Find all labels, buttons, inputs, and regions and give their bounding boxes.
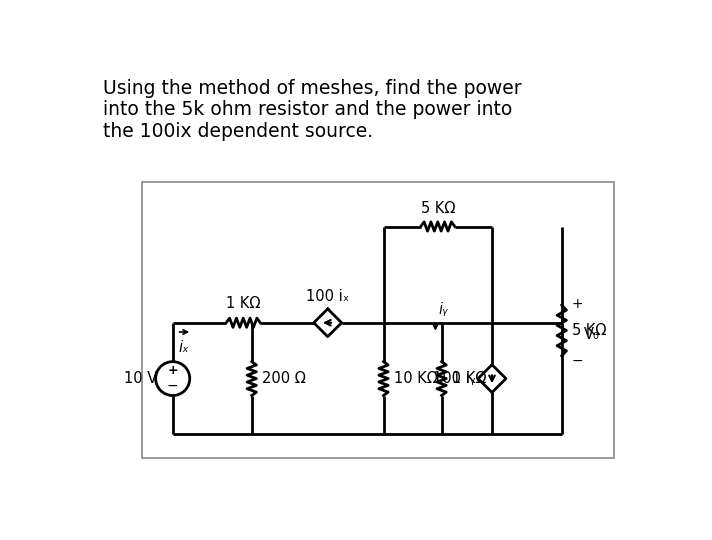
Text: Using the method of meshes, find the power: Using the method of meshes, find the pow…	[103, 79, 522, 98]
Text: iₓ: iₓ	[178, 340, 189, 355]
Text: 5 KΩ: 5 KΩ	[572, 323, 606, 338]
Text: −: −	[572, 354, 583, 368]
Text: −: −	[167, 379, 179, 393]
Text: 200 Ω: 200 Ω	[262, 371, 305, 386]
Text: 1 KΩ: 1 KΩ	[451, 371, 486, 386]
Text: into the 5k ohm resistor and the power into: into the 5k ohm resistor and the power i…	[103, 100, 512, 119]
Text: 10 KΩ: 10 KΩ	[394, 371, 437, 386]
Text: 10 V: 10 V	[124, 371, 157, 386]
Text: +: +	[572, 296, 583, 310]
Text: +: +	[167, 364, 178, 377]
Text: 100 iᵧ: 100 iᵧ	[433, 371, 475, 386]
FancyBboxPatch shape	[142, 182, 614, 457]
Text: the 100ix dependent source.: the 100ix dependent source.	[103, 122, 373, 141]
Text: V₀: V₀	[583, 327, 600, 342]
Text: 5 KΩ: 5 KΩ	[421, 201, 455, 215]
Text: 100 iₓ: 100 iₓ	[306, 289, 350, 304]
Text: iᵧ: iᵧ	[439, 301, 448, 316]
Text: 1 KΩ: 1 KΩ	[226, 296, 261, 311]
